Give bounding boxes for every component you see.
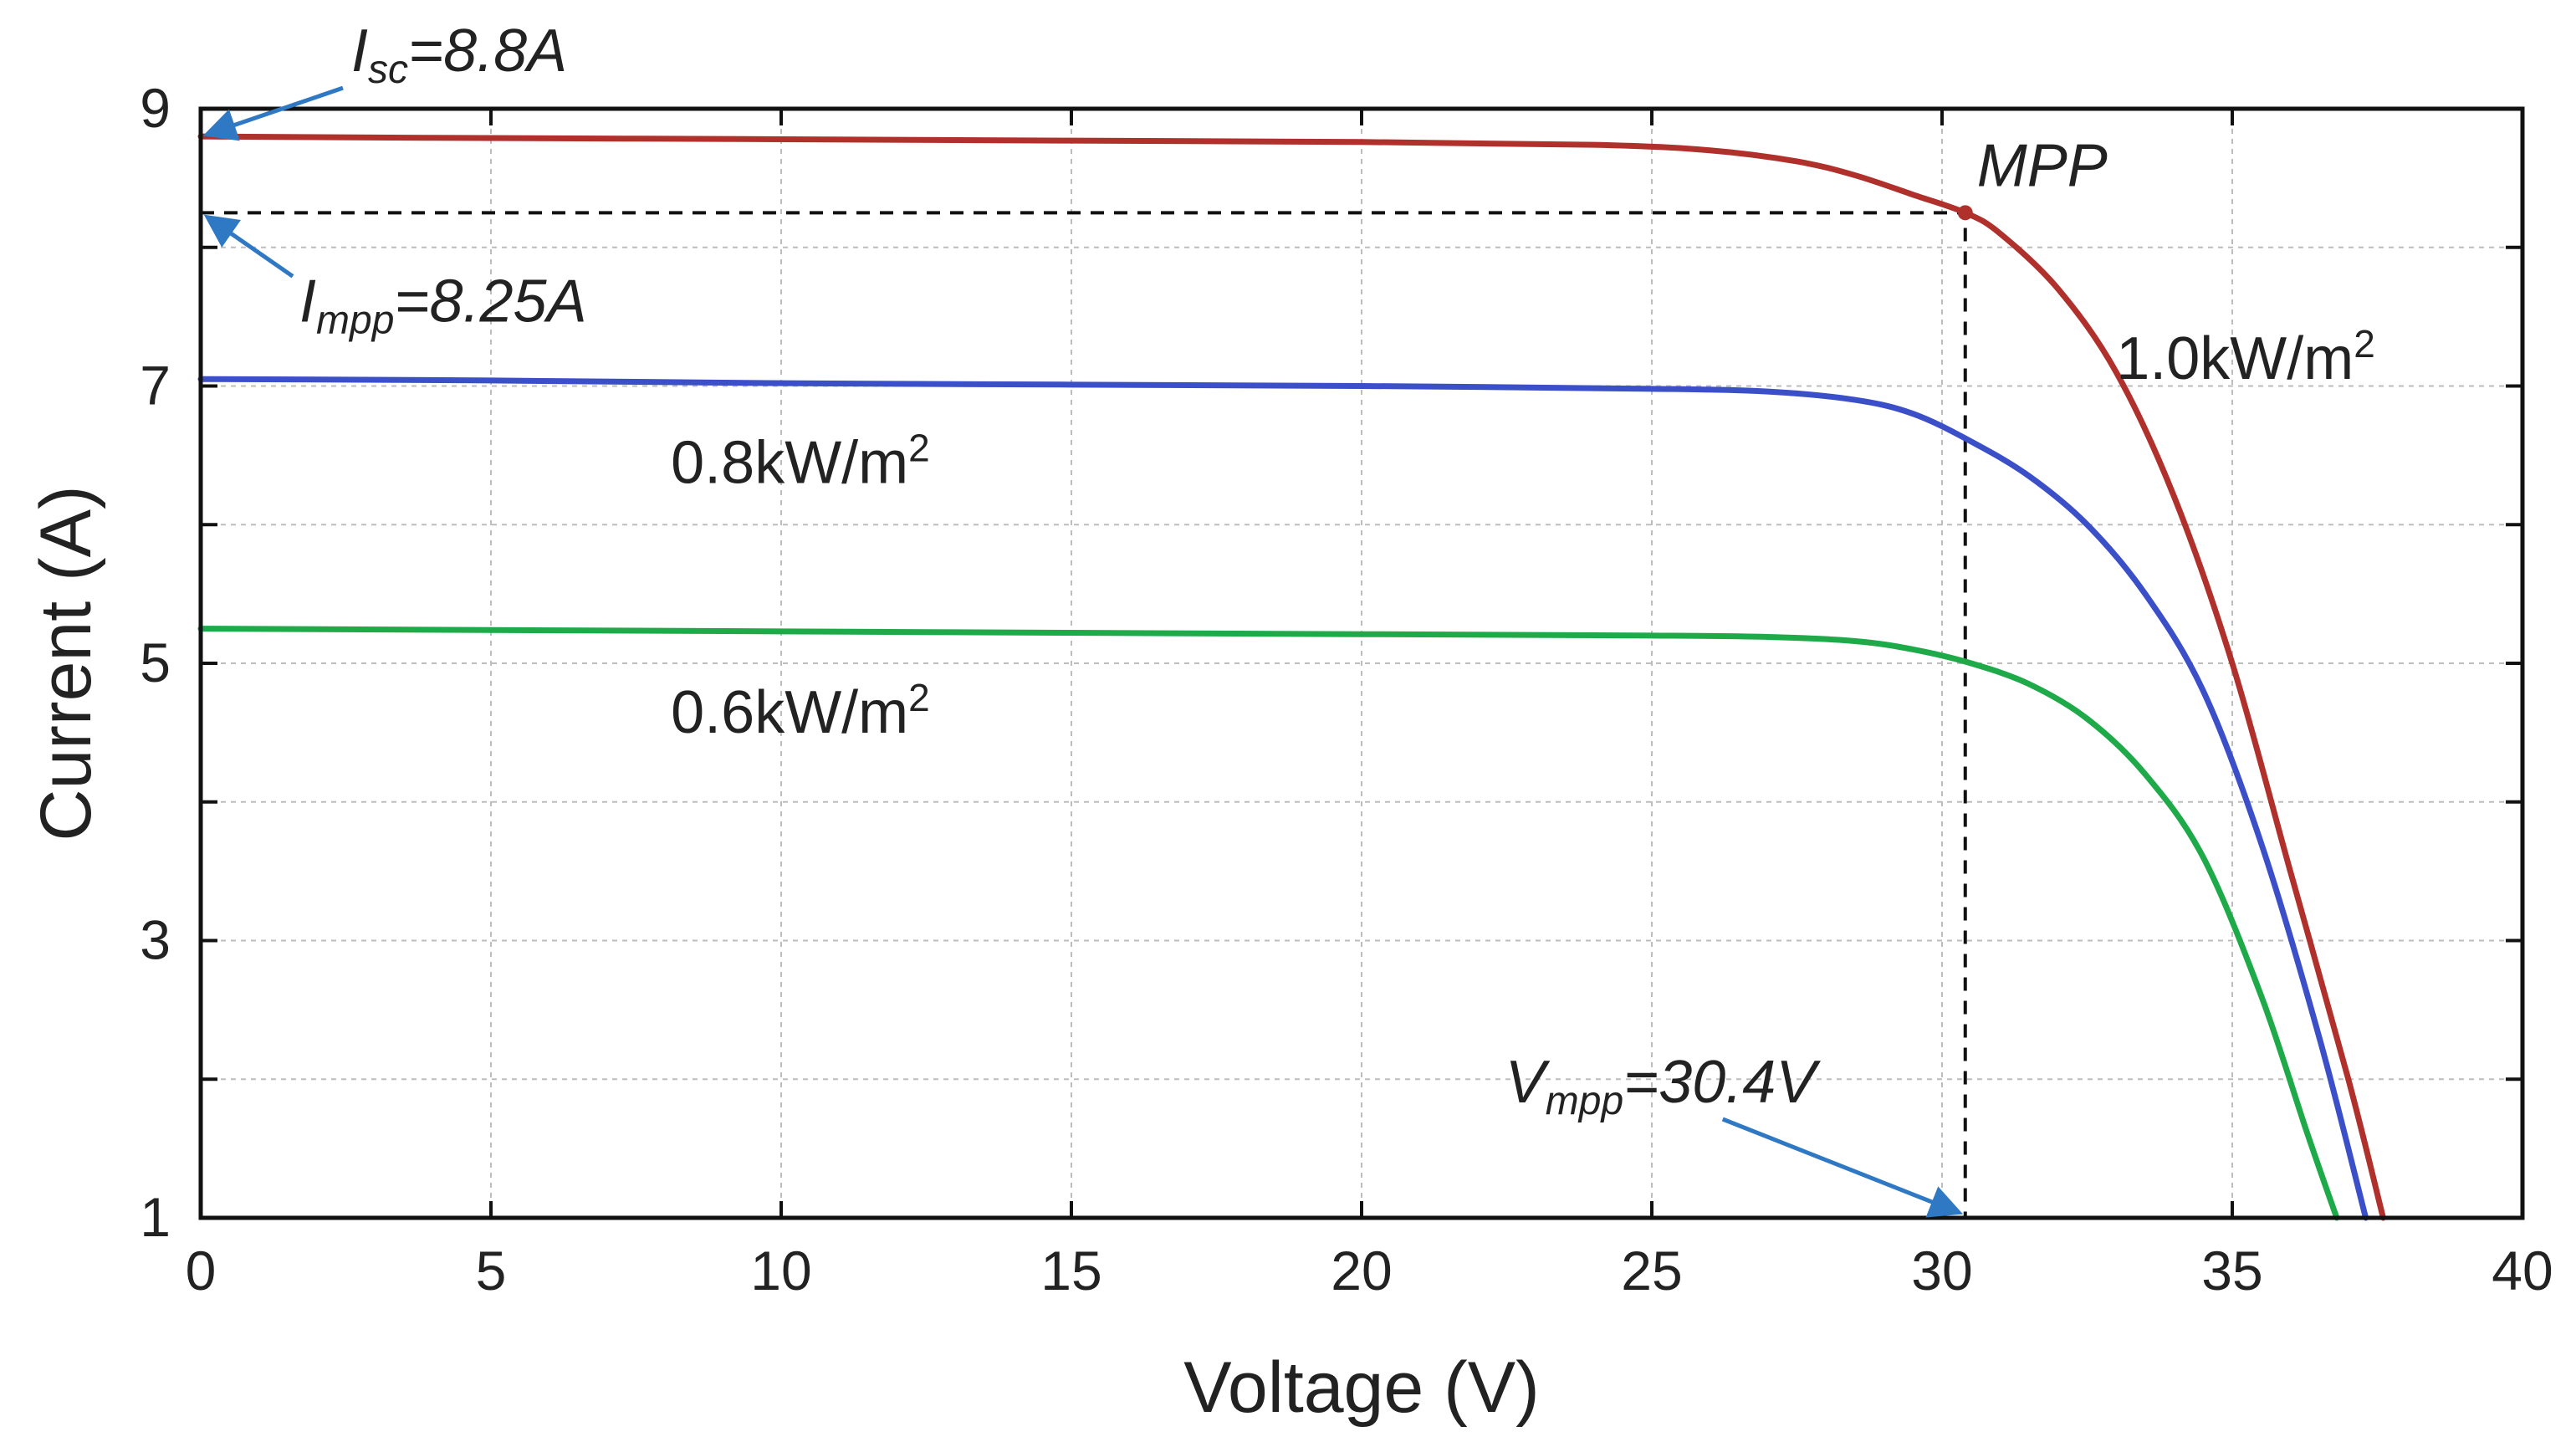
- x-tick-label: 20: [1331, 1240, 1392, 1301]
- x-tick-label: 40: [2492, 1240, 2553, 1301]
- y-tick-label: 9: [140, 77, 171, 139]
- series-line-2: [197, 626, 2340, 1221]
- mpp-label: MPP: [1977, 132, 2108, 199]
- impp-annotation: Impp=8.25A: [299, 268, 587, 342]
- x-tick-label: 5: [476, 1240, 507, 1301]
- mpp-marker: [1957, 205, 1973, 221]
- x-tick-label: 25: [1621, 1240, 1682, 1301]
- y-tick-label: 5: [140, 632, 171, 693]
- y-tick-labels: 1 3 5 7 9: [140, 77, 171, 1248]
- vmpp-arrow: [1721, 1117, 1964, 1218]
- impp-arrow: [203, 214, 294, 279]
- series-label-1-0kw: 1.0kW/m2: [2116, 322, 2375, 392]
- annotations: Isc=8.8A Impp=8.25A Vmpp=30.4V MPP: [202, 18, 2108, 1218]
- series-label-0-8kw: 0.8kW/m2: [671, 427, 930, 497]
- y-tick-label: 7: [140, 355, 171, 417]
- x-axis-title: Voltage (V): [1183, 1347, 1539, 1428]
- y-axis-title: Current (A): [26, 485, 106, 841]
- isc-annotation: Isc=8.8A: [351, 18, 567, 92]
- grid: [201, 109, 2522, 1218]
- x-tick-label: 15: [1040, 1240, 1101, 1301]
- x-tick-label: 0: [186, 1240, 217, 1301]
- x-tick-labels: 0 5 10 15 20 25 30 35 40: [186, 1240, 2553, 1301]
- series-line-1: [197, 376, 2369, 1221]
- series-line-0: [197, 133, 2386, 1221]
- series-labels: 1.0kW/m2 0.8kW/m2 0.6kW/m2: [671, 322, 2375, 746]
- x-tick-label: 10: [750, 1240, 811, 1301]
- isc-arrow: [202, 85, 344, 141]
- x-tick-label: 35: [2201, 1240, 2262, 1301]
- x-tick-label: 30: [1911, 1240, 1972, 1301]
- y-tick-label: 3: [140, 909, 171, 971]
- series-label-0-6kw: 0.6kW/m2: [671, 676, 930, 746]
- series-layer: [197, 133, 2386, 1221]
- y-tick-label: 1: [140, 1186, 171, 1248]
- vmpp-annotation: Vmpp=30.4V: [1505, 1049, 1822, 1123]
